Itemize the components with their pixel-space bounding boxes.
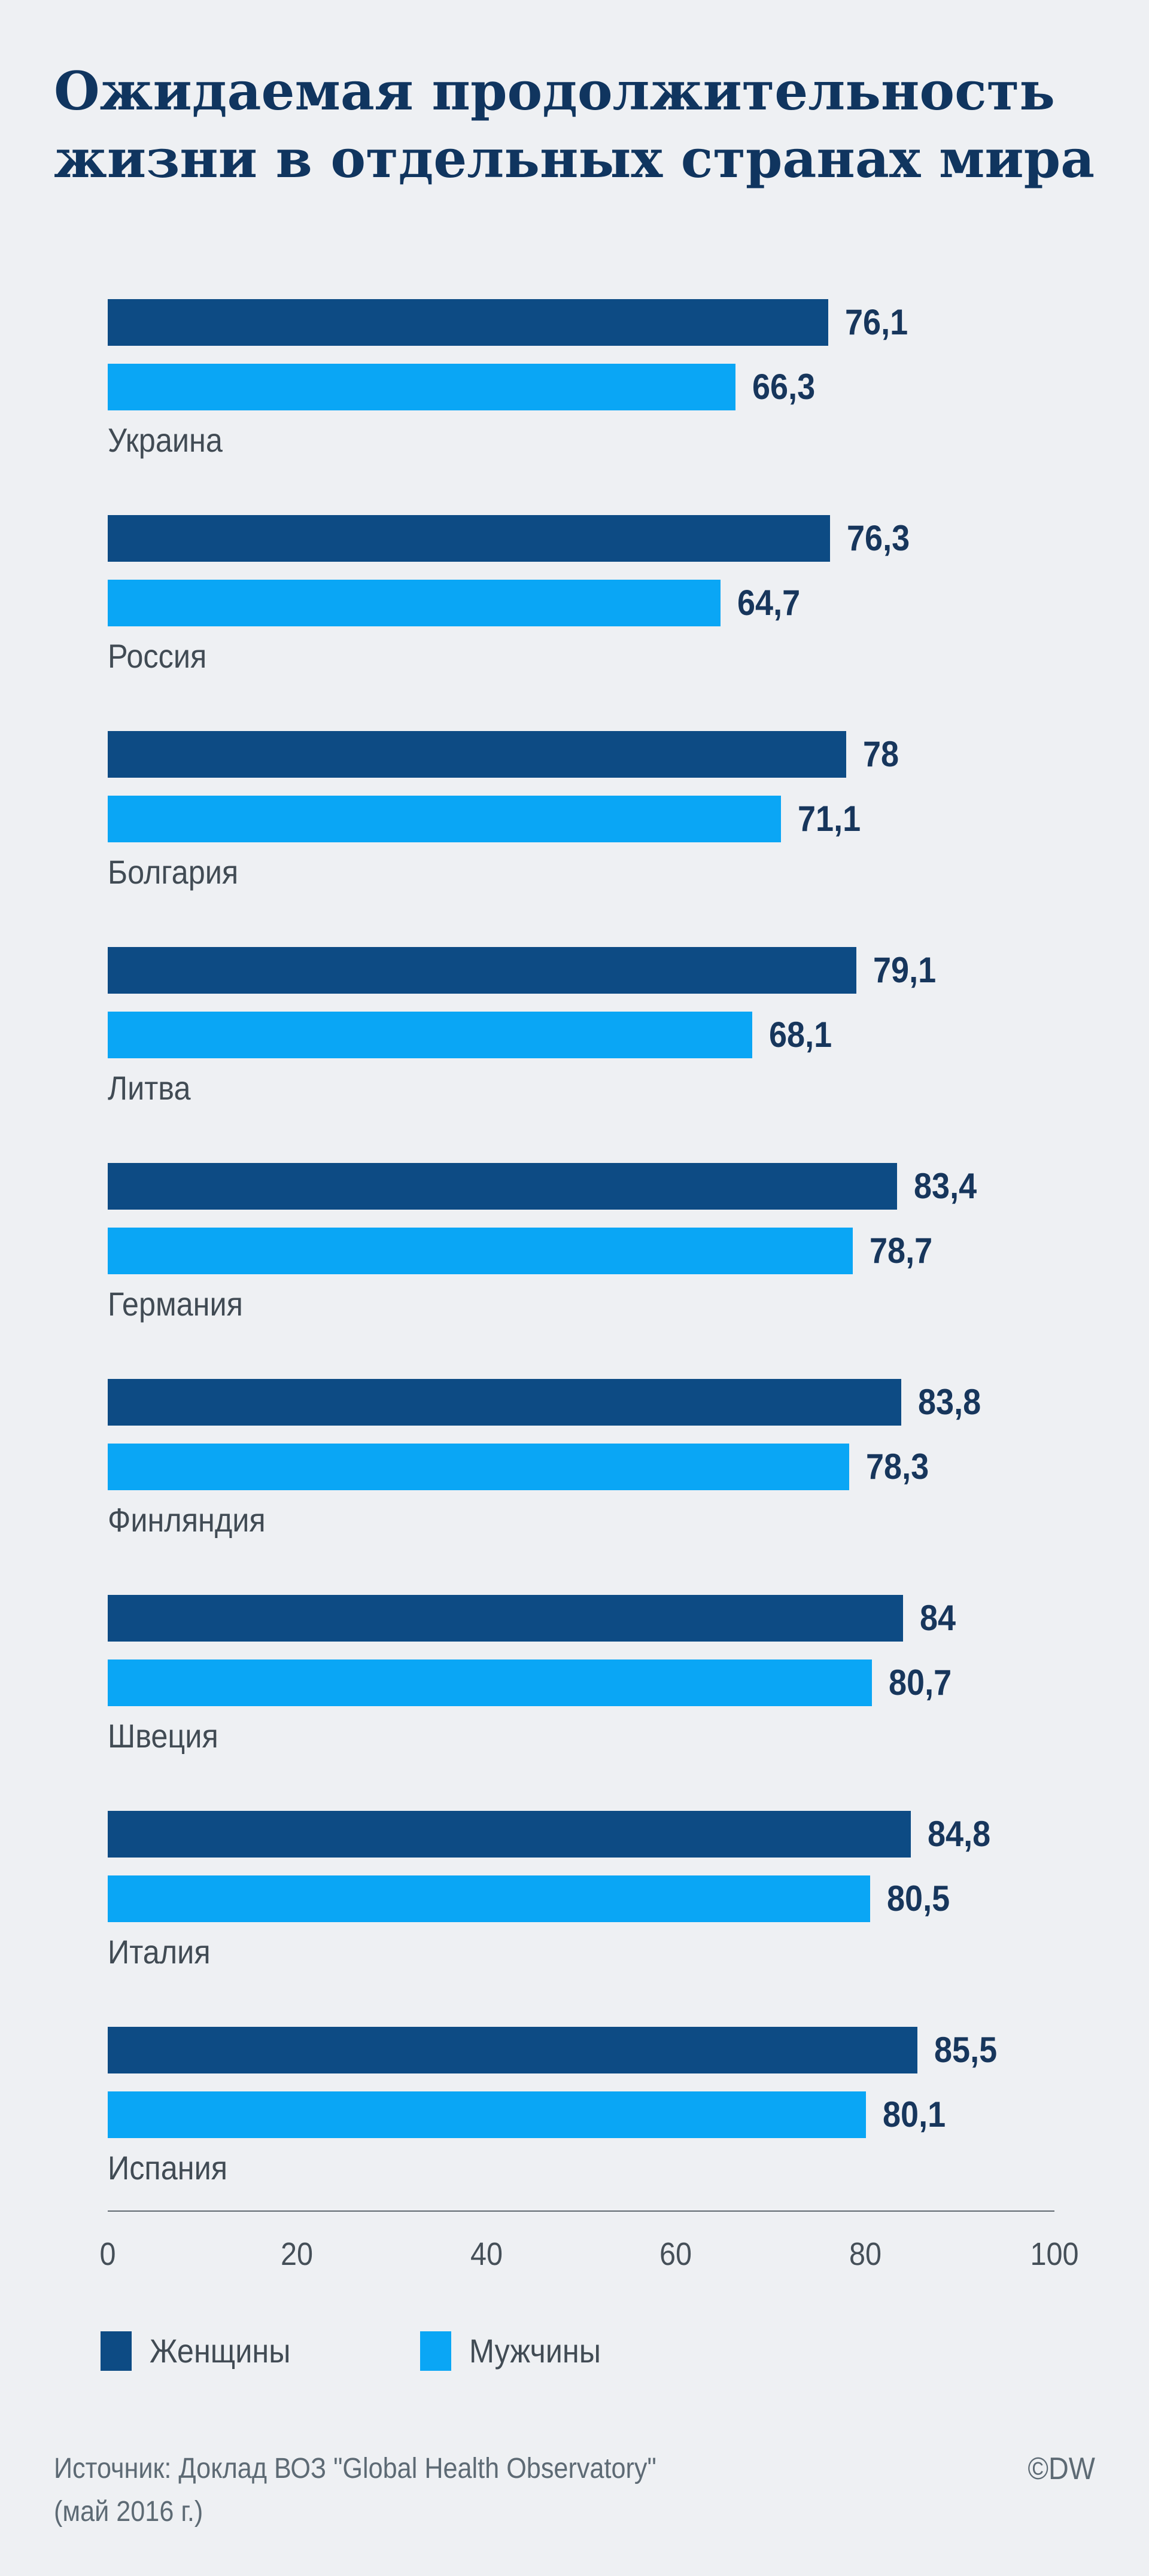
country-group: 84,8 80,5 Италия: [108, 1811, 1095, 1969]
women-bar: [108, 947, 857, 994]
bar-line-women: 76,3: [108, 515, 1095, 562]
women-value-label: 84: [919, 1598, 956, 1638]
women-color-swatch: [101, 2331, 132, 2371]
bar-line-men: 71,1: [108, 796, 1095, 842]
country-label: Украина: [108, 421, 223, 459]
women-value-label: 76,3: [847, 518, 910, 558]
x-axis-tick-label: 80: [849, 2236, 881, 2272]
women-bar: [108, 299, 828, 346]
country-label: Италия: [108, 1933, 211, 1971]
dw-copyright: ©DW: [1028, 2452, 1095, 2486]
chart-rows: 76,1 66,3 Украина 76,3 64,7 Россия 78 71…: [108, 299, 1095, 2185]
bar-line-men: 78,7: [108, 1228, 1095, 1274]
bar-line-men: 78,3: [108, 1444, 1095, 1490]
bar-line-women: 83,8: [108, 1379, 1095, 1426]
x-axis-tick-label: 20: [281, 2236, 314, 2272]
women-value-label: 79,1: [873, 950, 937, 990]
x-axis-tick-label: 40: [470, 2236, 503, 2272]
women-bar: [108, 731, 846, 778]
country-label: Финляндия: [108, 1501, 266, 1539]
country-label: Германия: [108, 1285, 243, 1323]
x-axis-tick-label: 0: [99, 2236, 116, 2272]
country-group: 83,4 78,7 Германия: [108, 1163, 1095, 1321]
men-bar: [108, 364, 735, 410]
men-bar: [108, 1875, 870, 1922]
country-label: Испания: [108, 2149, 228, 2187]
bar-line-men: 80,1: [108, 2091, 1095, 2138]
men-value-label: 68,1: [769, 1015, 832, 1055]
country-group: 84 80,7 Швеция: [108, 1595, 1095, 1753]
women-bar: [108, 2027, 917, 2073]
women-value-label: 83,8: [917, 1382, 981, 1422]
bar-line-men: 66,3: [108, 364, 1095, 410]
women-value-label: 76,1: [844, 302, 908, 342]
bar-line-women: 84,8: [108, 1811, 1095, 1858]
men-bar: [108, 1660, 872, 1706]
bar-line-women: 76,1: [108, 299, 1095, 346]
legend-item-women: Женщины: [101, 2331, 306, 2371]
country-group: 79,1 68,1 Литва: [108, 947, 1095, 1105]
x-axis-line: [108, 2210, 1054, 2212]
footer: Источник: Доклад ВОЗ "Global Health Obse…: [54, 2447, 1095, 2534]
country-group: 76,1 66,3 Украина: [108, 299, 1095, 457]
women-bar: [108, 1379, 901, 1426]
women-bar: [108, 1595, 903, 1642]
country-label: Болгария: [108, 853, 239, 891]
title-line-2: жизни в отдельных странах мира: [54, 127, 1095, 190]
men-value-label: 66,3: [752, 367, 815, 407]
bar-line-women: 85,5: [108, 2027, 1095, 2073]
men-value-label: 64,7: [737, 583, 800, 623]
legend-label-men: Мужчины: [469, 2332, 601, 2370]
women-value-label: 78: [862, 734, 899, 774]
x-axis: 0 20 40 60 80 100: [99, 2210, 1095, 2272]
source-line-1: Источник: Доклад ВОЗ "Global Health Obse…: [54, 2453, 656, 2484]
bar-line-women: 78: [108, 731, 1095, 778]
women-bar: [108, 1163, 898, 1210]
men-bar: [108, 1012, 753, 1058]
legend-label-women: Женщины: [150, 2332, 291, 2370]
men-value-label: 71,1: [797, 799, 861, 839]
legend: Женщины Мужчины: [101, 2331, 1095, 2371]
men-value-label: 80,5: [886, 1878, 950, 1919]
country-group: 85,5 80,1 Испания: [108, 2027, 1095, 2185]
women-value-label: 85,5: [934, 2030, 997, 2070]
men-color-swatch: [420, 2331, 451, 2371]
country-group: 78 71,1 Болгария: [108, 731, 1095, 889]
source-line-2: (май 2016 г.): [54, 2496, 203, 2528]
bar-line-men: 80,5: [108, 1875, 1095, 1922]
country-label: Литва: [108, 1069, 191, 1107]
men-value-label: 80,1: [883, 2094, 946, 2135]
bar-line-women: 79,1: [108, 947, 1095, 994]
men-bar: [108, 1228, 853, 1274]
country-group: 83,8 78,3 Финляндия: [108, 1379, 1095, 1537]
men-bar: [108, 580, 721, 626]
women-value-label: 84,8: [927, 1814, 990, 1854]
men-value-label: 80,7: [888, 1662, 952, 1703]
women-value-label: 83,4: [914, 1166, 977, 1206]
x-axis-tick-label: 60: [659, 2236, 692, 2272]
bar-line-women: 84: [108, 1595, 1095, 1642]
bar-line-men: 64,7: [108, 580, 1095, 626]
bar-line-men: 68,1: [108, 1012, 1095, 1058]
source-note: Источник: Доклад ВОЗ "Global Health Obse…: [54, 2447, 724, 2534]
country-group: 76,3 64,7 Россия: [108, 515, 1095, 673]
men-bar: [108, 2091, 867, 2138]
page-title: Ожидаемая продолжительность жизни в отдел…: [54, 57, 1095, 193]
legend-item-men: Мужчины: [420, 2331, 615, 2371]
country-label: Швеция: [108, 1717, 218, 1755]
bar-line-women: 83,4: [108, 1163, 1095, 1210]
bar-chart: 76,1 66,3 Украина 76,3 64,7 Россия 78 71…: [99, 299, 1095, 2272]
men-value-label: 78,7: [870, 1231, 933, 1271]
bar-line-men: 80,7: [108, 1660, 1095, 1706]
country-label: Россия: [108, 637, 207, 675]
title-line-1: Ожидаемая продолжительность: [54, 60, 1055, 122]
women-bar: [108, 1811, 911, 1858]
x-axis-tick-label: 100: [1030, 2236, 1079, 2272]
x-axis-ticks: 0 20 40 60 80 100: [99, 2236, 1078, 2272]
men-bar: [108, 1444, 849, 1490]
men-bar: [108, 796, 781, 842]
women-bar: [108, 515, 831, 562]
men-value-label: 78,3: [865, 1447, 929, 1487]
